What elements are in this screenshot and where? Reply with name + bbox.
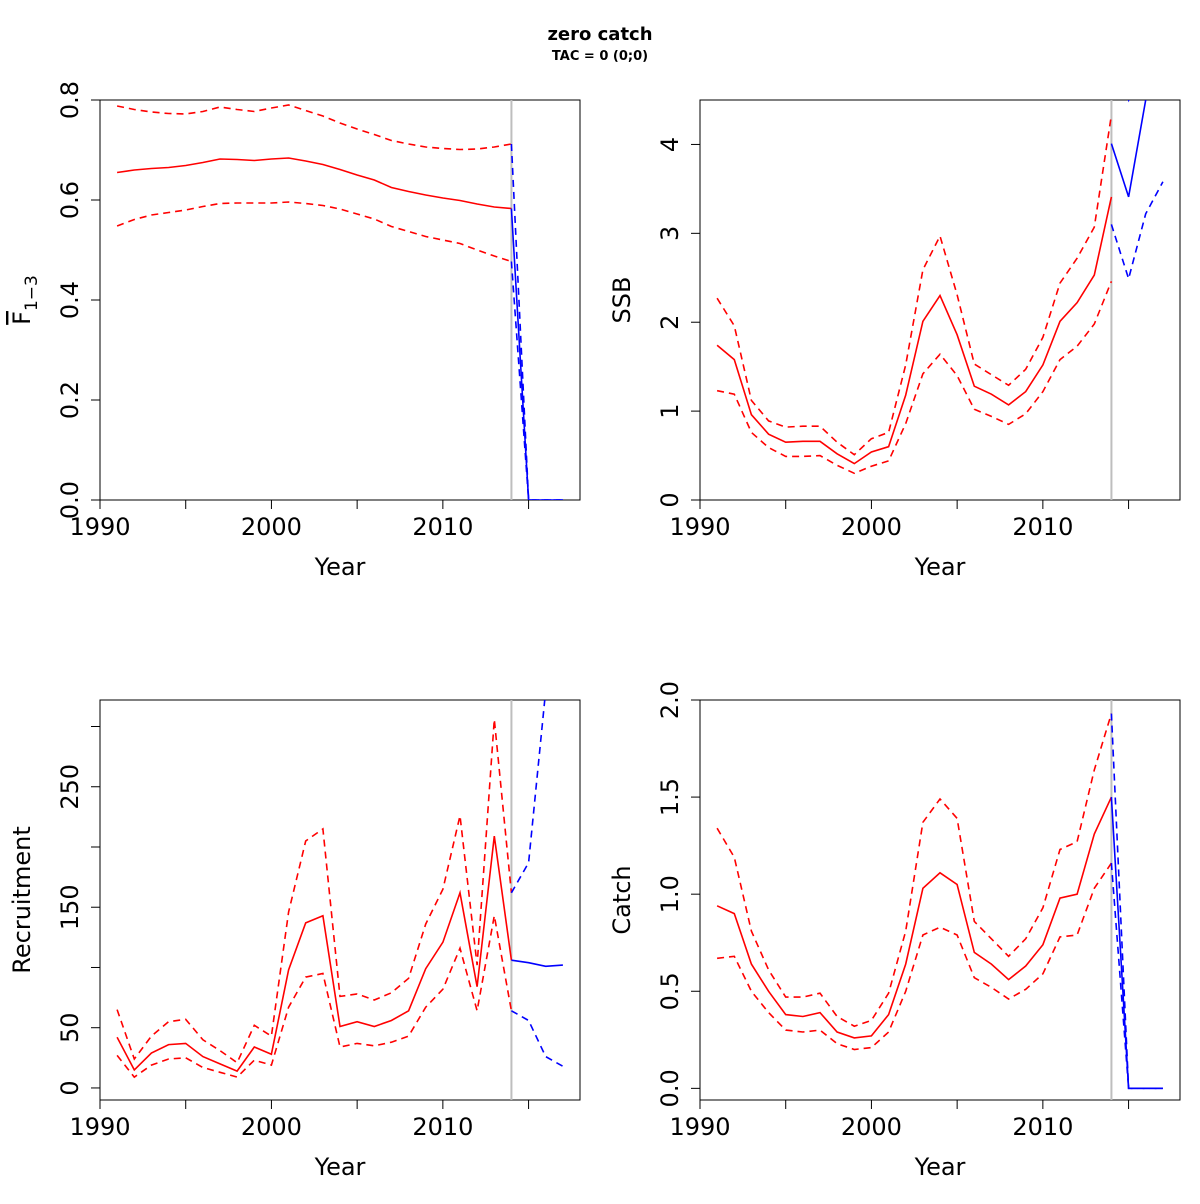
y-tick-label: 4 [656, 137, 684, 152]
x-tick-label: 2000 [241, 513, 302, 541]
y-tick-label: 0.4 [56, 281, 84, 319]
history-median-line [716, 196, 1113, 465]
forecast-upper-ci-line [510, 143, 563, 500]
y-tick-label: 1 [656, 403, 684, 418]
x-axis-title: Year [914, 1153, 966, 1181]
y-tick-label: 2.0 [656, 681, 684, 719]
y-tick-label: 0.0 [656, 1069, 684, 1107]
y-tick-label: 0.2 [56, 381, 84, 419]
x-axis-title: Year [314, 1153, 366, 1181]
history-upper-ci-line [116, 104, 512, 151]
forecast-median-line [1110, 100, 1147, 198]
y-tick-label: 0.6 [56, 181, 84, 219]
y-axis-title: Recruitment [8, 826, 36, 973]
chart-panel-fbar: 1990 2000 2010 0.0 0.2 0.4 0.6 0.8 Year F1−3 [8, 81, 581, 581]
y-tick-label: 150 [56, 884, 84, 930]
series-group [116, 700, 564, 1079]
series-group [116, 104, 563, 500]
forecast-lower-ci-line [510, 261, 563, 500]
y-axis-title: F1−3 [8, 275, 42, 325]
plot-frame [699, 699, 1181, 1101]
forecast-upper-ci-line [510, 700, 546, 894]
history-median-line [116, 835, 513, 1073]
plot-frame [99, 99, 581, 501]
history-lower-ci-line [116, 201, 512, 263]
history-upper-ci-line [716, 114, 1113, 456]
x-axis-title: Year [914, 553, 966, 581]
x-tick-label: 2010 [412, 1113, 473, 1141]
forecast-median-line [510, 208, 563, 500]
x-tick-label: 2010 [1012, 1113, 1073, 1141]
y-axis-title: Catch [608, 865, 636, 934]
series-group [716, 100, 1164, 475]
y-axis-title-main: F [8, 311, 36, 325]
x-tick-label: 1990 [669, 513, 730, 541]
history-lower-ci-line [717, 862, 1113, 1051]
x-axis-title: Year [314, 553, 366, 581]
chart-panel-ssb: 1990 2000 2010 0 1 2 3 4 Year SSB [608, 99, 1181, 581]
x-tick-label: 2000 [841, 1113, 902, 1141]
x-tick-label: 2010 [412, 513, 473, 541]
forecast-median-line [1110, 797, 1163, 1090]
history-median-line [716, 796, 1113, 1039]
forecast-lower-ci-line [1110, 181, 1164, 282]
y-tick-label: 50 [56, 1012, 84, 1043]
x-tick-label: 1990 [69, 513, 130, 541]
y-axis-title-sub: 1−3 [22, 275, 42, 311]
y-tick-label: 2 [656, 315, 684, 330]
plot-frame [99, 699, 581, 1101]
y-tick-label: 0.8 [56, 81, 84, 119]
series-group [716, 713, 1163, 1090]
forecast-upper-ci-line [1127, 100, 1130, 103]
history-lower-ci-line [116, 915, 513, 1079]
y-tick-label: 1.0 [656, 875, 684, 913]
figure-title: zero catch [547, 24, 652, 45]
y-tick-label: 0 [656, 492, 684, 507]
history-upper-ci-line [716, 713, 1113, 1028]
y-tick-label: 250 [56, 764, 84, 810]
history-upper-ci-line [116, 719, 513, 1064]
y-tick-label: 0.5 [656, 972, 684, 1010]
y-tick-label: 3 [656, 226, 684, 241]
forecast-upper-ci-line [1110, 713, 1163, 1090]
forecast-lower-ci-line [511, 1010, 564, 1067]
x-tick-label: 2010 [1012, 513, 1073, 541]
x-tick-label: 1990 [69, 1113, 130, 1141]
y-tick-label: 0 [56, 1080, 84, 1095]
chart-panel-catch: 1990 2000 2010 0.0 0.5 1.0 1.5 2.0 Year Catch [608, 681, 1181, 1181]
history-lower-ci-line [716, 281, 1113, 475]
x-tick-label: 1990 [669, 1113, 730, 1141]
forecast-median-line [511, 959, 563, 968]
y-axis-title: SSB [608, 277, 636, 324]
y-tick-label: 1.5 [656, 778, 684, 816]
figure-subtitle: TAC = 0 (0;0) [552, 49, 648, 64]
y-tick-label: 0.0 [56, 481, 84, 519]
x-tick-label: 2000 [841, 513, 902, 541]
plot-frame [699, 99, 1181, 501]
history-median-line [116, 157, 512, 210]
x-tick-label: 2000 [241, 1113, 302, 1141]
chart-panel-recruitment: 1990 2000 2010 0 50 150 250 Year Recruitment [8, 699, 581, 1181]
